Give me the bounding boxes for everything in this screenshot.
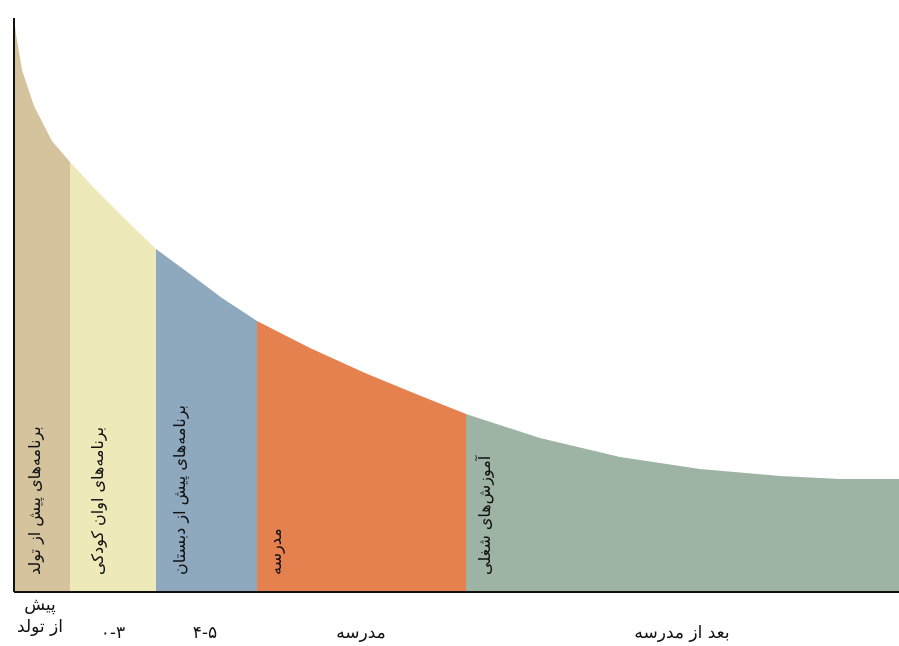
band-label-2: برنامه‌های اوان کودکی <box>88 427 108 575</box>
curve-segments <box>14 18 899 592</box>
segment-band-3 <box>156 249 257 592</box>
x-axis-label-5-line-1: بعد از مدرسه <box>634 623 729 643</box>
band-label-5: آموزش‌های شغلی <box>475 454 495 575</box>
x-axis-label-4-line-1: مدرسه <box>336 623 386 643</box>
segment-band-4 <box>257 321 466 592</box>
band-label-1: برنامه‌های پیش از تولد <box>25 426 45 575</box>
x-axis-label-1-line-2: از تولد <box>17 617 63 637</box>
x-axis-label-3-line-1: ۴-۵ <box>193 623 217 643</box>
band-label-3: برنامه‌های پیش از دبستان <box>170 405 190 575</box>
axes <box>13 18 899 593</box>
band-label-4: مدرسه <box>266 528 286 575</box>
band-labels: برنامه‌های پیش از تولد برنامه‌های اوان کو… <box>25 405 495 575</box>
x-axis-label-1-line-1: پیش <box>24 595 56 615</box>
segment-band-5 <box>466 414 899 592</box>
segment-band-1 <box>14 18 70 592</box>
x-axis-label-2-line-1: ۰-۳ <box>101 623 125 643</box>
segment-band-2 <box>70 162 156 592</box>
